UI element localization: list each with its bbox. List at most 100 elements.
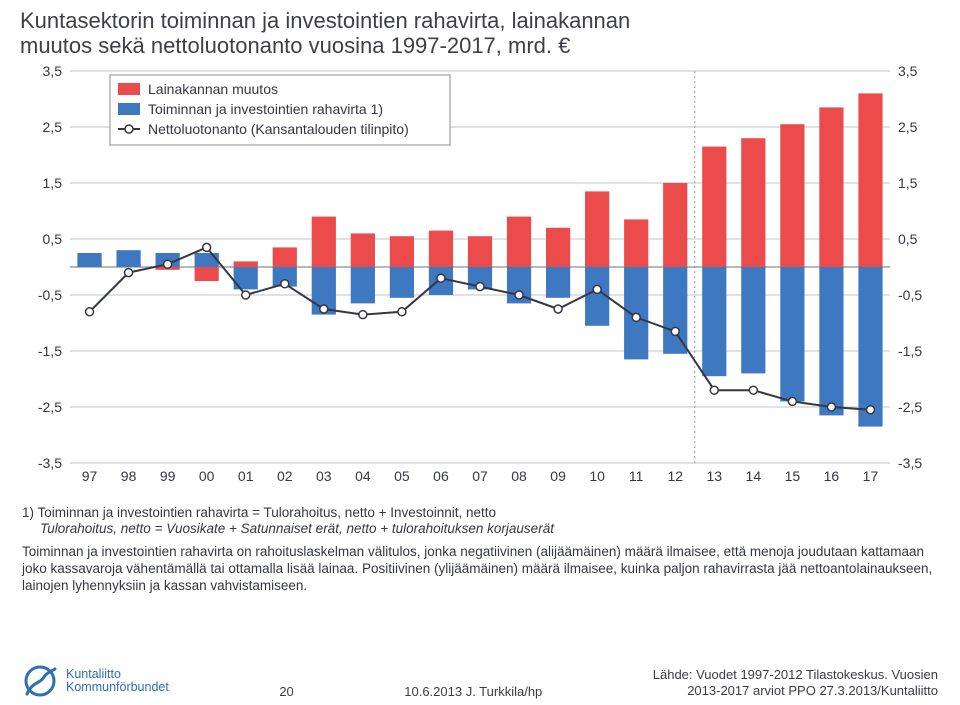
footnotes: 1) Toiminnan ja investointien rahavirta … bbox=[0, 503, 960, 595]
y-tick-right: -2,5 bbox=[898, 399, 922, 415]
bar-blue bbox=[663, 267, 687, 354]
bar-blue bbox=[546, 267, 570, 298]
bar-red bbox=[195, 267, 219, 281]
bar-blue bbox=[351, 267, 375, 303]
line-marker bbox=[632, 313, 640, 321]
y-tick-right: 1,5 bbox=[898, 175, 918, 191]
bar-red bbox=[819, 107, 843, 267]
bar-blue bbox=[780, 267, 804, 401]
line-marker bbox=[866, 405, 874, 413]
line-marker bbox=[749, 386, 757, 394]
y-tick-left: -1,5 bbox=[38, 343, 62, 359]
bar-red bbox=[663, 183, 687, 267]
x-tick: 03 bbox=[316, 468, 332, 484]
y-tick-left: 2,5 bbox=[43, 119, 63, 135]
note-1b: Tulorahoitus, netto = Vuosikate + Satunn… bbox=[22, 521, 938, 538]
logo: Kuntaliitto Kommunförbundet bbox=[22, 663, 169, 699]
source-line-1: Lähde: Vuodet 1997-2012 Tilastokeskus. V… bbox=[653, 667, 938, 683]
bar-red bbox=[741, 138, 765, 267]
line-marker bbox=[242, 291, 250, 299]
line-marker bbox=[827, 403, 835, 411]
line-marker bbox=[710, 386, 718, 394]
x-tick: 11 bbox=[629, 468, 644, 484]
bar-blue bbox=[195, 253, 219, 267]
bar-red bbox=[273, 247, 297, 267]
line-marker bbox=[398, 307, 406, 315]
y-tick-right: 3,5 bbox=[898, 63, 918, 79]
x-tick: 99 bbox=[160, 468, 176, 484]
x-tick: 16 bbox=[824, 468, 840, 484]
x-tick: 13 bbox=[706, 468, 722, 484]
x-tick: 10 bbox=[589, 468, 605, 484]
x-tick: 06 bbox=[433, 468, 449, 484]
x-tick: 04 bbox=[355, 468, 371, 484]
y-tick-right: 2,5 bbox=[898, 119, 918, 135]
bar-red bbox=[858, 93, 882, 267]
x-tick: 12 bbox=[667, 468, 683, 484]
y-tick-left: 3,5 bbox=[43, 63, 63, 79]
bar-red bbox=[390, 236, 414, 267]
legend-label-3: Nettoluotonanto (Kansantalouden tilinpit… bbox=[148, 121, 409, 137]
bar-blue bbox=[858, 267, 882, 427]
source-line-2: 2013-2017 arviot PPO 27.3.2013/Kuntaliit… bbox=[653, 683, 938, 699]
page-number: 20 bbox=[279, 684, 293, 699]
y-tick-right: -3,5 bbox=[898, 455, 922, 471]
y-tick-right: -0,5 bbox=[898, 287, 922, 303]
bar-red bbox=[234, 261, 258, 267]
bar-red bbox=[429, 230, 453, 266]
logo-mark bbox=[22, 663, 58, 699]
y-tick-left: 1,5 bbox=[43, 175, 63, 191]
x-tick: 09 bbox=[550, 468, 566, 484]
page-title: Kuntasektorin toiminnan ja investointien… bbox=[0, 0, 960, 63]
legend-label-2: Toiminnan ja investointien rahavirta 1) bbox=[148, 101, 383, 117]
bar-red bbox=[312, 216, 336, 266]
bar-blue bbox=[819, 267, 843, 415]
bar-red bbox=[546, 227, 570, 266]
legend-label-1: Lainakannan muutos bbox=[148, 81, 278, 97]
y-tick-left: -3,5 bbox=[38, 455, 62, 471]
bar-red bbox=[780, 124, 804, 267]
bar-blue bbox=[702, 267, 726, 376]
bar-red bbox=[507, 216, 531, 266]
line-marker bbox=[86, 307, 94, 315]
note-p2: Toiminnan ja investointien rahavirta on … bbox=[22, 544, 938, 595]
source-text: Lähde: Vuodet 1997-2012 Tilastokeskus. V… bbox=[653, 667, 938, 700]
line-marker bbox=[671, 327, 679, 335]
x-tick: 02 bbox=[277, 468, 293, 484]
x-tick: 05 bbox=[394, 468, 410, 484]
line-marker bbox=[554, 305, 562, 313]
line-marker bbox=[593, 285, 601, 293]
y-tick-left: -0,5 bbox=[38, 287, 62, 303]
footer-date: 10.6.2013 J. Turkkila/hp bbox=[404, 684, 542, 699]
bar-blue bbox=[116, 250, 140, 267]
y-tick-right: 0,5 bbox=[898, 231, 918, 247]
x-tick: 08 bbox=[511, 468, 527, 484]
line-marker bbox=[320, 305, 328, 313]
y-tick-left: 0,5 bbox=[43, 231, 63, 247]
x-tick: 17 bbox=[863, 468, 879, 484]
bar-blue bbox=[390, 267, 414, 298]
legend-marker bbox=[125, 125, 133, 133]
line-marker bbox=[281, 279, 289, 287]
footer: Kuntaliitto Kommunförbundet 20 10.6.2013… bbox=[0, 663, 960, 699]
legend-swatch-red bbox=[118, 83, 140, 95]
bar-red bbox=[624, 219, 648, 267]
y-tick-left: -2,5 bbox=[38, 399, 62, 415]
x-tick: 15 bbox=[785, 468, 801, 484]
chart-svg: 3,5 3,5 2,5 2,5 1,5 1,5 0,5 0,5 -0,5 -0,5 -1,5 -1,5… bbox=[20, 63, 940, 503]
line-marker bbox=[437, 274, 445, 282]
logo-line-2: Kommunförbundet bbox=[66, 681, 169, 694]
line-marker bbox=[788, 397, 796, 405]
x-tick: 07 bbox=[472, 468, 488, 484]
bar-blue bbox=[77, 253, 101, 267]
x-tick: 97 bbox=[82, 468, 98, 484]
x-tick: 00 bbox=[199, 468, 215, 484]
line-marker bbox=[515, 291, 523, 299]
y-tick-right: -1,5 bbox=[898, 343, 922, 359]
line-marker bbox=[203, 243, 211, 251]
title-line-2: muutos sekä nettoluotonanto vuosina 1997… bbox=[20, 33, 570, 58]
logo-text: Kuntaliitto Kommunförbundet bbox=[66, 668, 169, 694]
chart-area: 3,5 3,5 2,5 2,5 1,5 1,5 0,5 0,5 -0,5 -0,5 -1,5 -1,5… bbox=[20, 63, 940, 503]
line-marker bbox=[125, 268, 133, 276]
x-tick: 01 bbox=[238, 468, 254, 484]
